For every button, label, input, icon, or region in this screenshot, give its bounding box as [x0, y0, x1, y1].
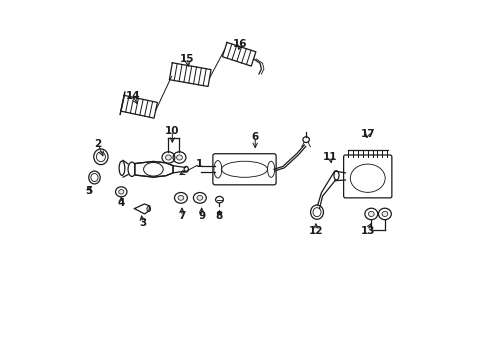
Text: 3: 3 — [139, 218, 146, 228]
FancyBboxPatch shape — [343, 155, 391, 198]
FancyBboxPatch shape — [212, 154, 276, 185]
Ellipse shape — [176, 155, 182, 160]
Text: 7: 7 — [178, 211, 185, 221]
Ellipse shape — [143, 162, 163, 176]
Polygon shape — [135, 161, 173, 177]
Ellipse shape — [119, 161, 124, 175]
Text: 12: 12 — [308, 226, 323, 236]
Ellipse shape — [312, 208, 321, 217]
Ellipse shape — [215, 197, 223, 203]
Text: 5: 5 — [84, 186, 92, 197]
Text: 2: 2 — [94, 139, 102, 149]
Ellipse shape — [165, 155, 171, 160]
Ellipse shape — [333, 171, 338, 180]
Text: 14: 14 — [125, 91, 140, 101]
Ellipse shape — [184, 166, 188, 172]
Text: 17: 17 — [360, 129, 374, 139]
Text: 6: 6 — [251, 132, 258, 142]
Ellipse shape — [96, 152, 105, 162]
Text: 1: 1 — [196, 159, 203, 169]
Text: 15: 15 — [180, 54, 194, 64]
Ellipse shape — [91, 174, 98, 181]
Text: 9: 9 — [198, 211, 205, 221]
Ellipse shape — [381, 211, 387, 216]
Text: 11: 11 — [322, 152, 337, 162]
Text: 8: 8 — [215, 211, 223, 221]
Ellipse shape — [119, 189, 123, 194]
Ellipse shape — [367, 211, 373, 216]
Text: 4: 4 — [117, 198, 125, 208]
Ellipse shape — [302, 137, 309, 143]
Ellipse shape — [128, 162, 136, 176]
Text: 10: 10 — [165, 126, 179, 136]
Ellipse shape — [147, 206, 150, 211]
Ellipse shape — [178, 195, 183, 200]
Text: 16: 16 — [232, 39, 247, 49]
Ellipse shape — [197, 195, 203, 200]
Text: 13: 13 — [360, 226, 374, 236]
